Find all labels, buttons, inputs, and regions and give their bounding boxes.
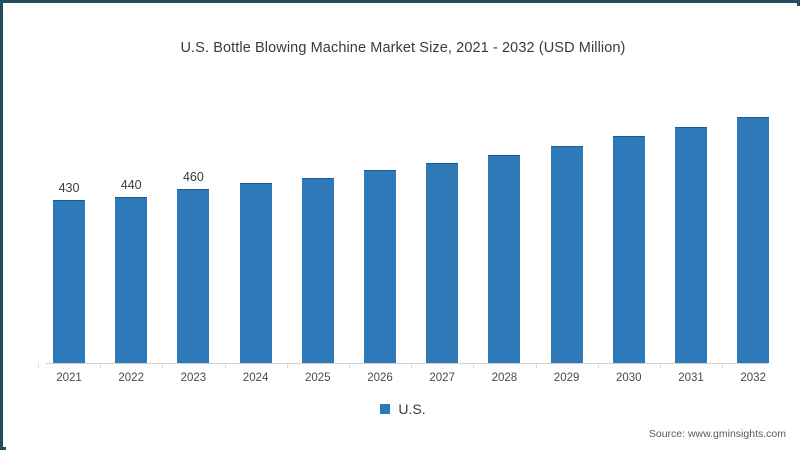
bar-2021: [53, 200, 85, 363]
chart-card: U.S. Bottle Blowing Machine Market Size,…: [6, 6, 800, 450]
x-tick-label-2027: 2027: [429, 372, 455, 384]
x-tick-label-2029: 2029: [553, 372, 580, 384]
bar-2031: [675, 126, 707, 363]
chart-title: U.S. Bottle Blowing Machine Market Size,…: [180, 40, 626, 56]
x-axis-line: [46, 363, 768, 364]
x-tick-label-2023: 2023: [180, 372, 207, 384]
bar-2022: [115, 196, 148, 363]
x-tick-label-2024: 2024: [242, 372, 269, 384]
bar-value-label-2021: 430: [58, 181, 80, 196]
bar-2030: [612, 136, 645, 363]
x-tick-label-2028: 2028: [491, 372, 518, 384]
bar-2023: [177, 189, 210, 363]
bar-2027: [426, 162, 459, 363]
legend-swatch-us: [380, 404, 391, 414]
bar-2029: [550, 145, 583, 363]
chart-legend: U.S.: [6, 402, 800, 416]
bar-2032: [737, 117, 770, 363]
x-axis-tick: [473, 363, 475, 368]
x-tick-label-2022: 2022: [118, 372, 144, 384]
legend-label-us: U.S.: [398, 401, 426, 417]
x-axis-tick: [224, 363, 226, 368]
bar-2026: [364, 170, 396, 363]
x-axis-tick: [722, 363, 724, 368]
x-tick-label-2026: 2026: [367, 372, 393, 384]
x-axis-tick: [286, 363, 288, 368]
x-tick-label-2031: 2031: [678, 372, 704, 384]
bar-value-label-2023: 460: [182, 170, 204, 185]
source-note: Source: www.gminsights.com: [648, 428, 786, 440]
x-axis-tick: [162, 363, 164, 368]
x-tick-label-2025: 2025: [305, 372, 331, 384]
x-tick-label-2021: 2021: [56, 372, 82, 384]
x-axis-tick: [348, 363, 350, 368]
x-axis-tick: [411, 363, 413, 368]
x-axis-tick: [100, 363, 102, 368]
x-axis-tick: [659, 363, 661, 368]
x-axis-tick: [535, 363, 537, 368]
x-axis-tick: [37, 363, 39, 368]
x-tick-label-2030: 2030: [616, 372, 642, 384]
bar-2025: [301, 177, 334, 363]
x-tick-label-2032: 2032: [740, 372, 766, 384]
bar-2028: [488, 155, 521, 363]
plot-area: 2021 2022 2023 2024 2025 2026 2027 2028 2029 2030…: [6, 6, 800, 450]
bar-value-label-2022: 440: [120, 177, 142, 192]
x-axis-tick: [597, 363, 599, 368]
bar-2024: [239, 183, 272, 363]
